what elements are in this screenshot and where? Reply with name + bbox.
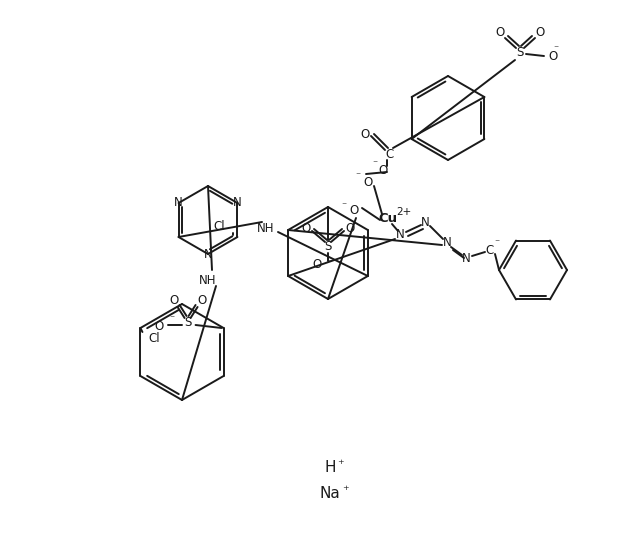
Text: O: O — [349, 203, 358, 217]
Text: N: N — [203, 248, 213, 260]
Text: O: O — [496, 26, 505, 39]
Text: O: O — [197, 295, 206, 307]
Text: C: C — [486, 244, 494, 256]
Text: S: S — [184, 316, 191, 329]
Text: N: N — [442, 236, 451, 250]
Text: O: O — [154, 320, 164, 334]
Text: O: O — [169, 295, 178, 307]
Text: S: S — [516, 45, 523, 58]
Text: O: O — [548, 50, 557, 63]
Text: Cl: Cl — [214, 221, 225, 234]
Text: N: N — [174, 197, 183, 209]
Text: ⁻: ⁻ — [494, 238, 499, 248]
Text: O: O — [363, 175, 373, 189]
Text: ⁻: ⁻ — [341, 201, 347, 211]
Text: ⁺: ⁺ — [342, 483, 349, 497]
Text: O: O — [378, 164, 387, 176]
Text: O: O — [313, 259, 322, 272]
Text: ⁻: ⁻ — [355, 171, 360, 181]
Text: N: N — [233, 197, 242, 209]
Text: C: C — [385, 147, 393, 161]
Text: NH: NH — [257, 222, 275, 235]
Text: ⁺: ⁺ — [337, 459, 344, 472]
Text: ⁻: ⁻ — [373, 159, 378, 169]
Text: O: O — [535, 26, 544, 39]
Text: Cu: Cu — [378, 212, 397, 225]
Text: 2+: 2+ — [396, 207, 412, 217]
Text: N: N — [462, 251, 470, 264]
Text: ⁻: ⁻ — [328, 258, 332, 268]
Text: Na: Na — [320, 486, 341, 501]
Text: ⁻: ⁻ — [554, 44, 559, 54]
Text: S: S — [324, 240, 332, 254]
Text: N: N — [421, 216, 430, 228]
Text: O: O — [360, 128, 370, 141]
Text: NH: NH — [199, 273, 217, 287]
Text: H: H — [324, 460, 336, 475]
Text: O: O — [302, 222, 311, 236]
Text: Cl: Cl — [148, 332, 160, 344]
Text: N: N — [396, 228, 404, 241]
Text: O: O — [345, 222, 355, 236]
Text: ⁻: ⁻ — [169, 314, 174, 324]
